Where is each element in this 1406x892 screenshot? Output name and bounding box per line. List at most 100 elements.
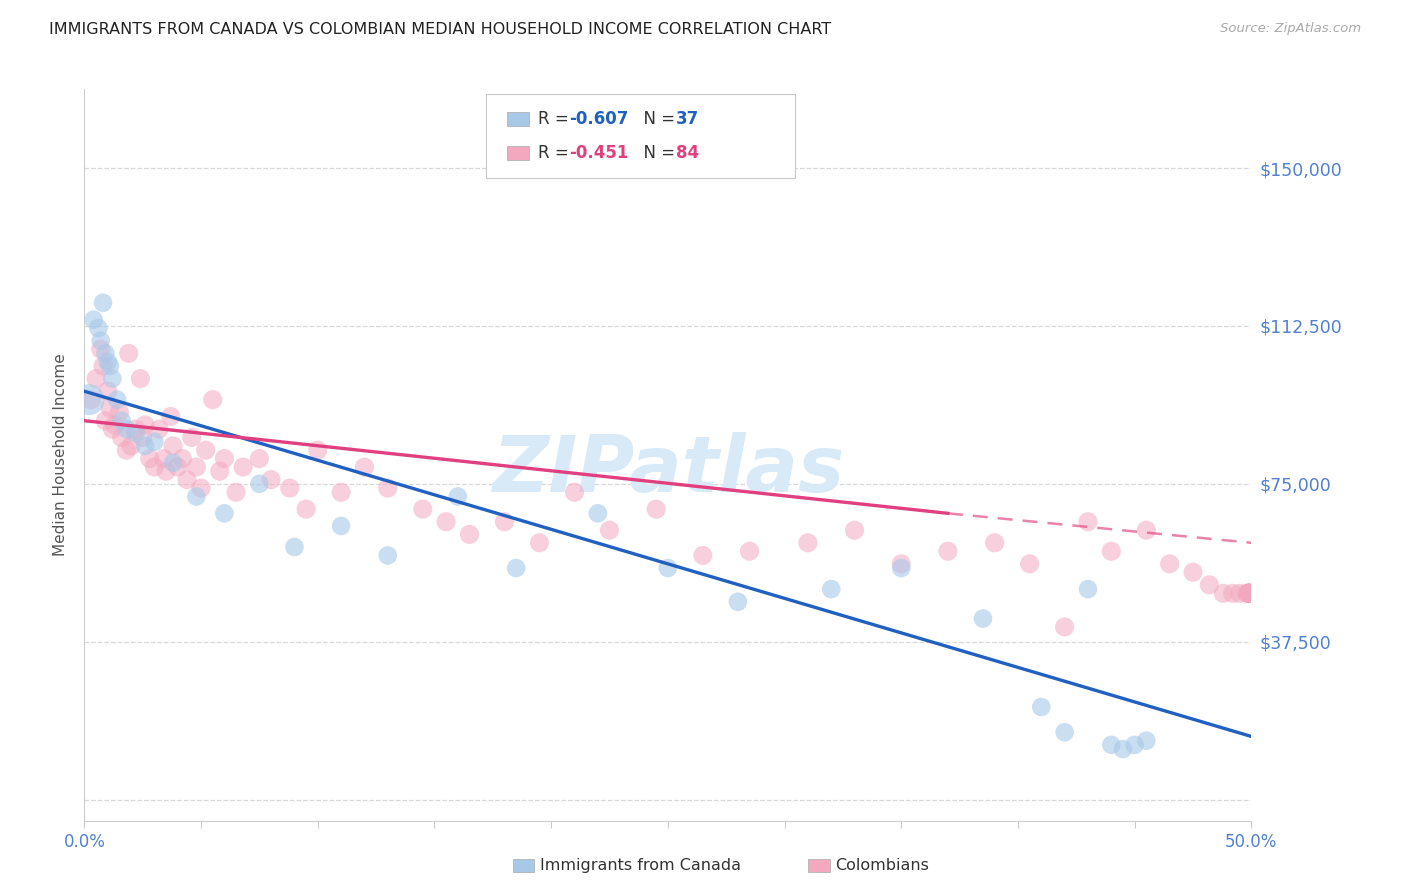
Point (1135, 733, 1157, 747)
Point (132, 431, 155, 445)
Point (983, 536, 1005, 550)
Point (214, 451, 236, 466)
Point (143, 434, 166, 449)
Point (645, 502, 668, 516)
Point (98, 401, 121, 415)
Point (820, 582, 842, 596)
Point (1237, 586, 1260, 600)
Point (214, 506, 236, 520)
Point (138, 451, 160, 466)
Point (1237, 586, 1260, 600)
Point (586, 506, 609, 520)
Point (249, 451, 271, 466)
Point (797, 536, 820, 550)
Point (162, 439, 184, 453)
Point (108, 405, 131, 419)
Point (1112, 742, 1135, 756)
Point (1198, 578, 1220, 592)
Point (1236, 586, 1258, 600)
Point (434, 515, 457, 529)
Point (166, 460, 188, 475)
Point (94, 346, 117, 360)
Point (190, 481, 212, 495)
Point (657, 561, 679, 575)
Point (155, 464, 177, 478)
Point (505, 561, 527, 575)
Point (599, 523, 621, 537)
Point (77, 392, 100, 407)
Point (129, 371, 152, 385)
Point (152, 451, 174, 466)
Point (1237, 586, 1260, 600)
Point (111, 431, 134, 445)
Point (1053, 725, 1076, 739)
Point (692, 549, 714, 563)
Point (1237, 586, 1260, 600)
Point (159, 409, 181, 424)
Text: 37: 37 (676, 111, 699, 128)
Text: Source: ZipAtlas.com: Source: ZipAtlas.com (1220, 22, 1361, 36)
Point (377, 549, 399, 563)
Point (844, 523, 866, 537)
Text: IMMIGRANTS FROM CANADA VS COLOMBIAN MEDIAN HOUSEHOLD INCOME CORRELATION CHART: IMMIGRANTS FROM CANADA VS COLOMBIAN MEDI… (49, 22, 831, 37)
Point (1237, 586, 1260, 600)
Point (1237, 586, 1260, 600)
Point (194, 443, 217, 458)
Point (260, 473, 283, 487)
Point (1212, 586, 1234, 600)
Point (1099, 544, 1122, 558)
Point (1237, 586, 1260, 600)
Point (148, 422, 170, 436)
Point (1229, 586, 1251, 600)
Point (1135, 523, 1157, 537)
Point (125, 422, 148, 436)
Point (83, 312, 105, 326)
Point (1159, 557, 1181, 571)
Point (120, 439, 142, 453)
Point (1099, 738, 1122, 752)
Text: N =: N = (633, 144, 681, 161)
Text: -0.607: -0.607 (569, 111, 628, 128)
Point (90, 342, 112, 356)
Point (412, 502, 434, 516)
Point (353, 460, 375, 475)
Point (1237, 586, 1260, 600)
Point (91, 296, 114, 310)
Point (232, 460, 254, 475)
Text: -0.451: -0.451 (569, 144, 628, 161)
Point (1077, 582, 1099, 596)
Point (94, 414, 117, 428)
Point (180, 431, 202, 445)
Point (125, 426, 148, 441)
Point (176, 473, 198, 487)
Point (1053, 620, 1076, 634)
Point (186, 490, 208, 504)
Point (1237, 586, 1260, 600)
Text: N =: N = (633, 111, 681, 128)
Point (115, 443, 138, 458)
Point (1237, 586, 1260, 600)
Point (172, 451, 194, 466)
Point (494, 515, 516, 529)
Point (101, 371, 124, 385)
Point (1031, 700, 1053, 714)
Text: R =: R = (537, 111, 574, 128)
Point (890, 557, 912, 571)
Point (307, 443, 329, 458)
Point (134, 439, 156, 453)
Point (295, 502, 318, 516)
Point (201, 392, 224, 407)
Y-axis label: Median Household Income: Median Household Income (53, 353, 69, 557)
Point (101, 422, 124, 436)
Point (972, 611, 994, 625)
Point (97, 355, 120, 369)
Point (143, 460, 166, 475)
Point (447, 490, 470, 504)
Point (727, 595, 749, 609)
Point (1018, 557, 1040, 571)
Point (890, 561, 912, 575)
Point (91, 359, 114, 373)
Text: ZIPatlas: ZIPatlas (492, 432, 844, 508)
Point (104, 417, 127, 432)
Text: Immigrants from Canada: Immigrants from Canada (540, 858, 741, 873)
